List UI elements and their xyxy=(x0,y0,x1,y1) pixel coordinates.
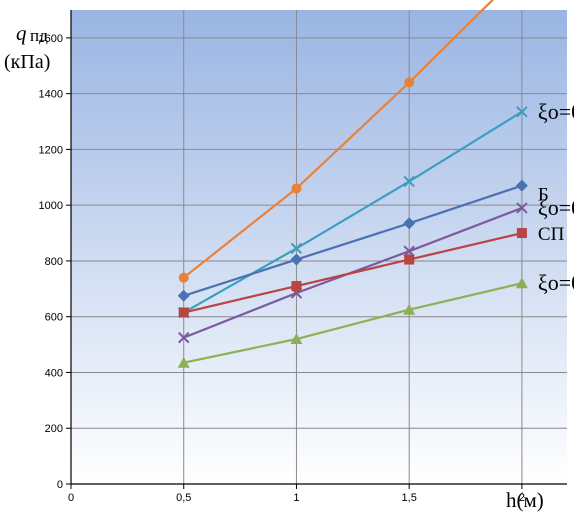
y-tick-label: 1600 xyxy=(39,33,63,45)
series-label: Б xyxy=(538,185,549,206)
series-line xyxy=(183,110,523,314)
series-2 xyxy=(177,179,528,302)
y-tick-label: 1400 xyxy=(39,89,63,101)
y-axis-symbol: q xyxy=(16,21,27,45)
y-axis-subscript: пд xyxy=(30,26,48,45)
x-axis-label: h(м) xyxy=(506,488,544,512)
data-point xyxy=(515,179,528,192)
series-label: ξo=0,7 xyxy=(538,99,574,124)
series-line xyxy=(183,0,495,279)
y-tick-label: 1000 xyxy=(39,200,63,212)
series-5 xyxy=(177,277,528,368)
series xyxy=(177,0,528,368)
data-point xyxy=(178,331,190,344)
data-point xyxy=(178,272,189,283)
data-point xyxy=(178,307,189,318)
data-point xyxy=(516,228,527,239)
data-point xyxy=(516,106,528,118)
y-axis-unit: (кПа) xyxy=(4,51,50,73)
x-tick-label: 1,5 xyxy=(402,492,417,504)
grid xyxy=(71,10,567,484)
data-point xyxy=(404,77,415,88)
data-point xyxy=(515,277,528,289)
data-point xyxy=(516,202,528,214)
labels: 0 200 400 600 800 1000 1200 1400 1600 0 0,5 1 1,5 2 ξo… xyxy=(39,33,574,504)
plot-area xyxy=(71,10,567,484)
series-4 xyxy=(178,228,527,318)
y-tick-label: 1200 xyxy=(39,144,63,156)
data-point xyxy=(404,254,415,265)
y-tick-label: 400 xyxy=(45,367,63,379)
data-point xyxy=(403,175,415,188)
series-line xyxy=(183,231,523,314)
y-tick-label: 800 xyxy=(45,256,63,268)
data-point xyxy=(177,289,190,302)
x-tick-label: 0,5 xyxy=(176,492,191,504)
data-point xyxy=(290,242,303,255)
data-point xyxy=(177,356,190,368)
data-point xyxy=(291,281,302,292)
data-point xyxy=(403,245,415,257)
data-point xyxy=(403,217,416,230)
series-label: ξo=0,6 xyxy=(538,195,574,220)
series-0 xyxy=(178,0,495,283)
series-line xyxy=(183,282,523,364)
series-line xyxy=(183,184,523,297)
data-point xyxy=(290,253,303,266)
y-tick-label: 200 xyxy=(45,423,63,435)
y-tick-label: 0 xyxy=(57,479,63,491)
x-tick-label: 2 xyxy=(519,492,525,504)
data-point xyxy=(290,333,303,345)
series-label: ξo=0,5 xyxy=(538,270,574,295)
data-point xyxy=(291,183,302,194)
axes xyxy=(66,10,567,489)
x-tick-label: 1 xyxy=(293,492,299,504)
x-tick-label: 0 xyxy=(68,492,74,504)
series-label: СП xyxy=(538,224,565,245)
y-tick-label: 600 xyxy=(45,312,63,324)
data-point xyxy=(403,303,416,315)
